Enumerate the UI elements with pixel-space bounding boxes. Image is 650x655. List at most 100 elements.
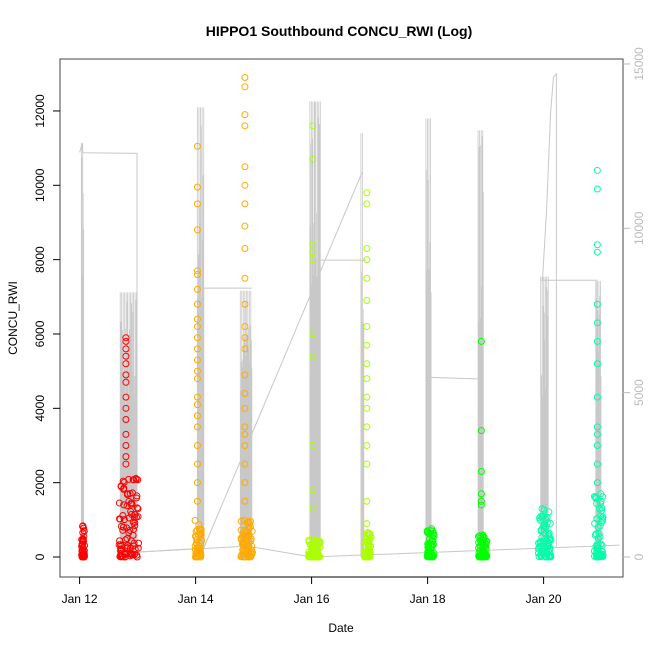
data-point — [363, 441, 371, 449]
series-line — [427, 376, 484, 380]
data-point — [367, 533, 375, 541]
data-point — [363, 323, 371, 331]
x-tick-label: Jan 14 — [178, 592, 214, 606]
data-point — [481, 552, 489, 560]
data-point — [193, 497, 201, 505]
x-tick-label: Jan 18 — [410, 592, 446, 606]
data-point — [132, 475, 140, 483]
data-point — [424, 540, 432, 548]
data-point — [539, 523, 547, 531]
data-point — [595, 530, 603, 538]
data-point — [241, 74, 249, 82]
data-point — [310, 544, 318, 552]
data-point — [363, 189, 371, 197]
data-point — [477, 427, 485, 435]
data-point — [593, 544, 601, 552]
data-point — [315, 538, 323, 546]
x-axis-label: Date — [328, 621, 354, 635]
data-point — [545, 508, 553, 516]
data-point — [193, 183, 201, 191]
data-point — [538, 505, 546, 513]
data-point — [193, 356, 201, 364]
data-point — [122, 393, 130, 401]
data-point — [79, 540, 87, 548]
data-point — [241, 83, 249, 91]
data-point — [538, 513, 546, 521]
data-point — [128, 551, 136, 559]
data-point — [592, 543, 600, 551]
data-point — [593, 441, 601, 449]
data-point — [126, 552, 134, 560]
data-point — [122, 352, 130, 360]
data-point — [133, 504, 141, 512]
data-point — [79, 522, 87, 530]
data-point — [193, 460, 201, 468]
data-point — [482, 551, 490, 559]
data-point — [476, 532, 484, 540]
data-point — [363, 520, 371, 528]
data-point — [593, 423, 601, 431]
data-point — [241, 323, 249, 331]
data-point — [241, 122, 249, 130]
data-point — [430, 552, 438, 560]
data-point — [316, 539, 324, 547]
data-point — [546, 553, 554, 561]
axes: Jan 12 Jan 14 Jan 16 Jan 18 Jan 20 0 2000 4000 6… — [33, 47, 646, 606]
data-point — [479, 532, 487, 540]
data-point — [135, 539, 143, 547]
data-point — [241, 389, 249, 397]
data-point — [134, 513, 142, 521]
data-point — [246, 523, 254, 531]
data-point — [241, 479, 249, 487]
data-point — [363, 341, 371, 349]
data-point — [363, 497, 371, 505]
data-point — [241, 300, 249, 308]
data-point — [134, 505, 142, 513]
data-point — [593, 460, 601, 468]
data-point — [241, 334, 249, 342]
data-point — [478, 539, 486, 547]
data-point — [366, 530, 374, 538]
data-point — [309, 155, 317, 163]
data-point — [241, 181, 249, 189]
data-point — [537, 512, 545, 520]
data-point — [479, 536, 487, 544]
series-line — [79, 144, 252, 553]
data-point — [246, 520, 254, 528]
data-point — [544, 531, 552, 539]
data-point — [593, 430, 601, 438]
data-point — [241, 111, 249, 119]
series-line — [203, 172, 363, 549]
data-point — [119, 512, 127, 520]
data-point — [597, 550, 605, 558]
data-point — [115, 499, 123, 507]
chart-title: HIPPO1 Southbound CONCU_RWI (Log) — [206, 23, 473, 39]
data-point — [241, 404, 249, 412]
data-point — [123, 491, 131, 499]
series-line — [541, 72, 557, 548]
data-point — [593, 360, 601, 368]
data-point — [193, 315, 201, 323]
data-point — [309, 486, 317, 494]
data-point — [541, 530, 549, 538]
data-point — [120, 478, 128, 486]
data-point — [122, 371, 130, 379]
data-point — [191, 516, 199, 524]
data-point — [590, 493, 598, 501]
data-point — [195, 547, 203, 555]
data-point — [193, 393, 201, 401]
data-point — [241, 244, 249, 252]
data-point — [542, 537, 550, 545]
data-point — [306, 550, 314, 558]
data-point — [593, 479, 601, 487]
data-point — [241, 423, 249, 431]
data-point — [78, 536, 86, 544]
data-point — [241, 497, 249, 505]
data-point — [593, 166, 601, 174]
data-point — [122, 404, 130, 412]
data-point — [598, 504, 606, 512]
data-point — [122, 345, 130, 353]
data-point — [127, 500, 135, 508]
data-point — [593, 300, 601, 308]
data-point — [593, 319, 601, 327]
